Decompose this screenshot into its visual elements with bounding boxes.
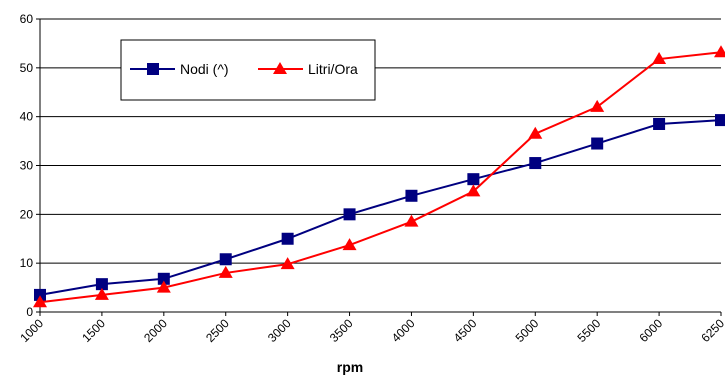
data-point	[219, 253, 232, 266]
data-point	[94, 287, 109, 300]
data-point	[343, 208, 356, 221]
data-point	[467, 173, 480, 186]
legend-label: Litri/Ora	[308, 61, 358, 77]
x-tick-label: 3500	[327, 316, 356, 345]
legend-marker	[147, 63, 159, 75]
y-tick-label: 0	[26, 305, 33, 319]
data-point	[342, 238, 357, 251]
data-point	[529, 157, 542, 170]
series-2	[33, 45, 725, 308]
x-tick-label: 6000	[636, 316, 665, 345]
series-1	[34, 114, 725, 301]
data-point	[156, 280, 171, 293]
x-tick-label: 1000	[17, 316, 46, 345]
legend-item-2: Litri/Ora	[258, 61, 358, 77]
x-tick-label: 1500	[79, 316, 108, 345]
data-point	[466, 184, 481, 197]
data-point	[280, 257, 295, 270]
data-point	[34, 288, 46, 301]
series-line	[39, 119, 722, 296]
data-point	[404, 214, 419, 227]
x-tick-label: 5000	[513, 316, 542, 345]
x-tick-label: 4500	[451, 316, 480, 345]
series-line	[39, 51, 722, 304]
y-tick-labels: 0 10 20 30 40 50 60	[20, 12, 34, 319]
x-tick-label: 6250	[698, 316, 725, 345]
x-tick-label: 5500	[575, 316, 604, 345]
y-tick-label: 60	[20, 12, 34, 26]
x-tick-label: 4000	[389, 316, 418, 345]
data-point	[157, 272, 170, 285]
data-point	[95, 278, 108, 291]
legend-label: Nodi (^)	[180, 61, 229, 77]
data-point	[405, 189, 418, 202]
legend-marker	[273, 62, 287, 74]
x-axis-title: rpm	[337, 359, 363, 375]
x-tick-label: 2000	[141, 316, 170, 345]
data-point	[652, 52, 667, 65]
legend: Nodi (^) Litri/Ora	[120, 39, 376, 101]
data-point	[33, 295, 47, 308]
data-point	[218, 265, 233, 278]
axes	[36, 18, 722, 316]
data-point	[653, 117, 666, 130]
y-tick-label: 20	[20, 207, 34, 221]
legend-item-1: Nodi (^)	[130, 61, 229, 77]
x-tick-label: 3000	[265, 316, 294, 345]
x-tick-labels: 1000 1500 2000 2500 3000 3500 4000 4500 5000 5500…	[17, 316, 725, 345]
data-point	[591, 137, 604, 150]
y-tick-label: 40	[20, 110, 34, 124]
y-tick-label: 10	[20, 256, 34, 270]
data-point	[590, 99, 605, 112]
data-point	[281, 232, 294, 245]
series-group	[33, 45, 725, 308]
data-point	[715, 114, 725, 127]
data-point	[528, 126, 543, 139]
x-tick-label: 2500	[203, 316, 232, 345]
y-tick-label: 30	[20, 159, 34, 173]
data-point	[714, 45, 725, 58]
y-tick-label: 50	[20, 61, 34, 75]
